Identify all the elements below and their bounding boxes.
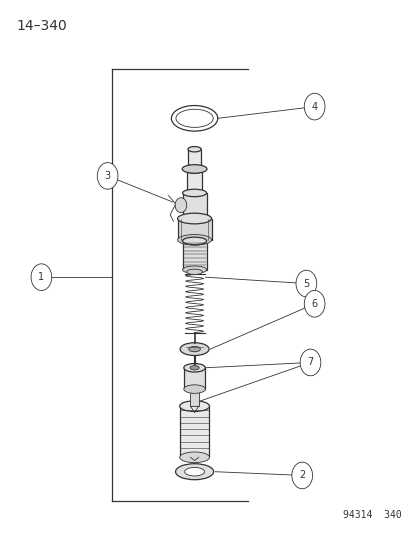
Text: 3: 3 (104, 171, 110, 181)
Ellipse shape (171, 106, 217, 131)
Text: 14–340: 14–340 (17, 19, 67, 33)
Text: 6: 6 (311, 299, 317, 309)
Ellipse shape (188, 147, 201, 152)
Ellipse shape (188, 346, 200, 352)
Ellipse shape (175, 464, 213, 480)
Ellipse shape (182, 189, 206, 197)
Ellipse shape (176, 109, 213, 127)
Text: 5: 5 (302, 279, 309, 288)
Circle shape (295, 270, 316, 297)
Ellipse shape (184, 467, 204, 476)
Bar (182, 193, 206, 217)
Ellipse shape (177, 213, 211, 224)
Ellipse shape (182, 266, 206, 273)
Circle shape (304, 93, 324, 120)
Circle shape (304, 290, 324, 317)
Text: 7: 7 (306, 358, 313, 367)
Circle shape (175, 198, 186, 213)
Circle shape (299, 349, 320, 376)
Ellipse shape (186, 269, 202, 274)
Ellipse shape (182, 237, 206, 245)
Circle shape (291, 462, 312, 489)
Text: 94314  340: 94314 340 (342, 510, 401, 520)
Circle shape (31, 264, 52, 290)
Ellipse shape (183, 364, 205, 372)
Ellipse shape (180, 343, 209, 356)
Ellipse shape (183, 385, 205, 393)
Bar (186, 171, 202, 192)
Ellipse shape (177, 235, 211, 245)
Bar (188, 149, 201, 165)
Circle shape (97, 163, 118, 189)
Ellipse shape (186, 168, 202, 173)
Bar (190, 390, 198, 406)
Text: 2: 2 (298, 471, 305, 480)
Ellipse shape (179, 401, 209, 411)
Bar (177, 219, 211, 240)
Ellipse shape (182, 165, 206, 173)
Bar (183, 368, 205, 389)
Ellipse shape (190, 366, 199, 370)
Text: 1: 1 (38, 272, 44, 282)
Bar (182, 241, 206, 270)
Ellipse shape (179, 452, 209, 463)
Text: 4: 4 (311, 102, 317, 111)
Bar (179, 406, 209, 457)
